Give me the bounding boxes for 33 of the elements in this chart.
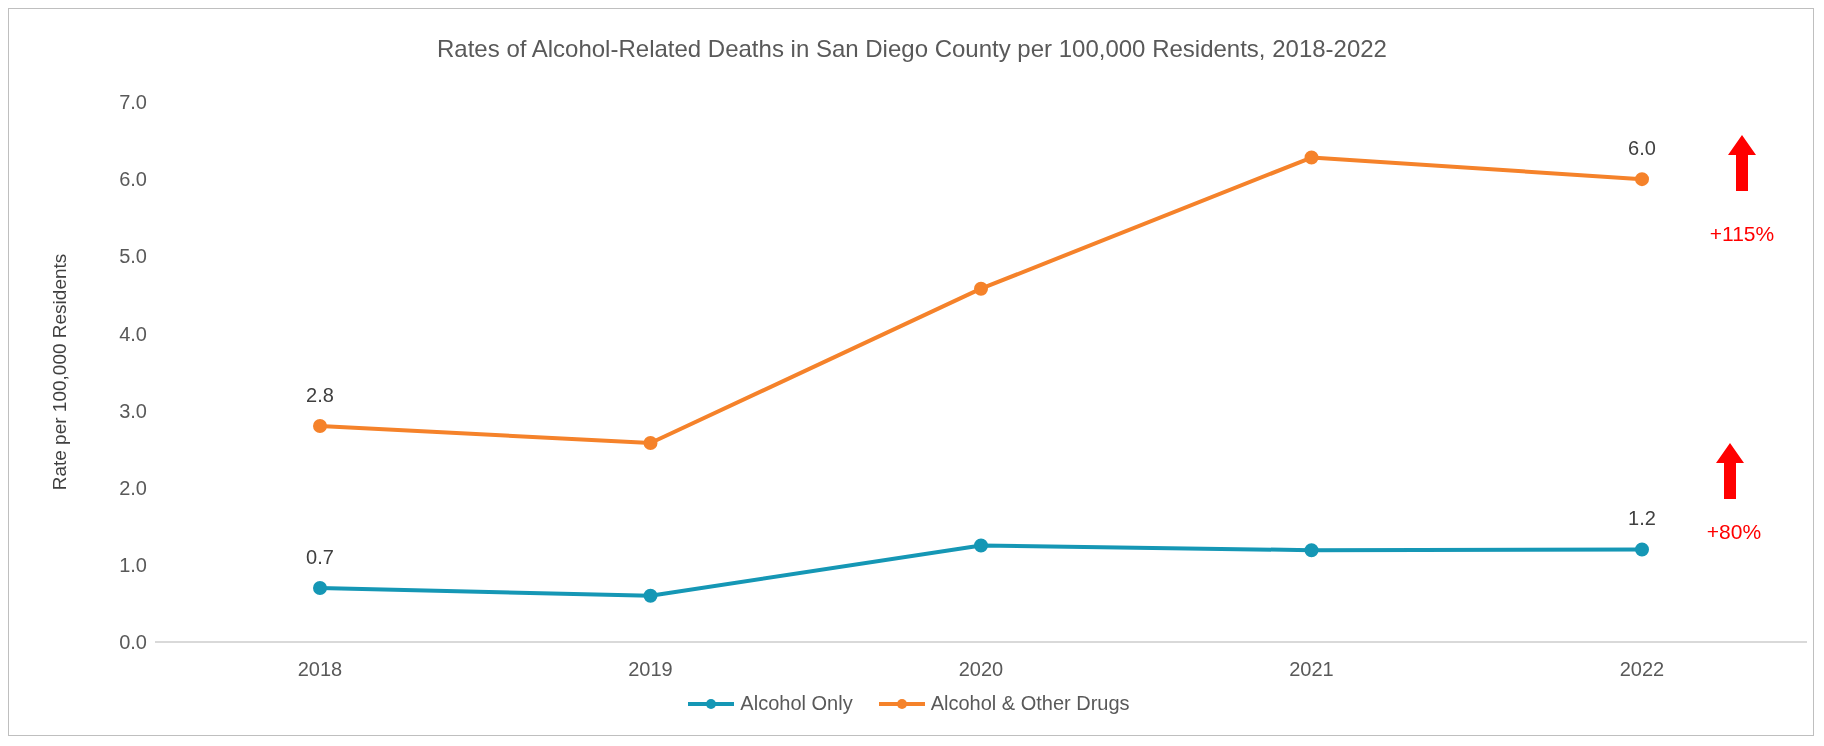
x-tick-label: 2018 (297, 658, 343, 681)
y-tick-label: 2.0 (119, 476, 147, 499)
legend-label: Alcohol Only (739, 692, 853, 715)
y-tick-label: 7.0 (119, 91, 147, 114)
x-tick-label: 2019 (628, 658, 673, 681)
point (643, 435, 658, 450)
data-label: 2.8 (306, 384, 334, 406)
y-tick-label: 4.0 (119, 322, 147, 345)
point (313, 581, 327, 595)
y-tick-label: 3.0 (119, 399, 147, 422)
chart-title: Rates of Alcohol-Related Deaths in San Diego County per 100,000 Residents, 2018-2022 (436, 35, 1388, 63)
data-label: 0.7 (306, 546, 334, 568)
x-tick-label: 2020 (958, 658, 1004, 681)
annotation: +80% (1705, 520, 1763, 544)
point (974, 281, 988, 296)
x-tick-label: 2022 (1619, 658, 1665, 681)
y-tick-label: 5.0 (119, 245, 147, 268)
data-label: 1.2 (1628, 507, 1656, 530)
point (1304, 150, 1319, 165)
point (1304, 543, 1319, 558)
point (1635, 172, 1649, 187)
point (974, 538, 988, 553)
y-tick-label: 0.0 (119, 631, 147, 654)
point (313, 419, 327, 433)
y-tick-label: 6.0 (119, 168, 147, 191)
y-tick-label: 1.0 (119, 553, 147, 576)
point (643, 588, 658, 603)
data-label: 6.0 (1628, 137, 1656, 160)
point (1635, 542, 1649, 557)
legend-label: Alcohol & Other Drugs (929, 692, 1130, 715)
y-axis-title: Rate per 100,000 Residents (48, 253, 70, 491)
annotation: +115% (1708, 222, 1776, 246)
x-tick-label: 2021 (1289, 658, 1334, 681)
